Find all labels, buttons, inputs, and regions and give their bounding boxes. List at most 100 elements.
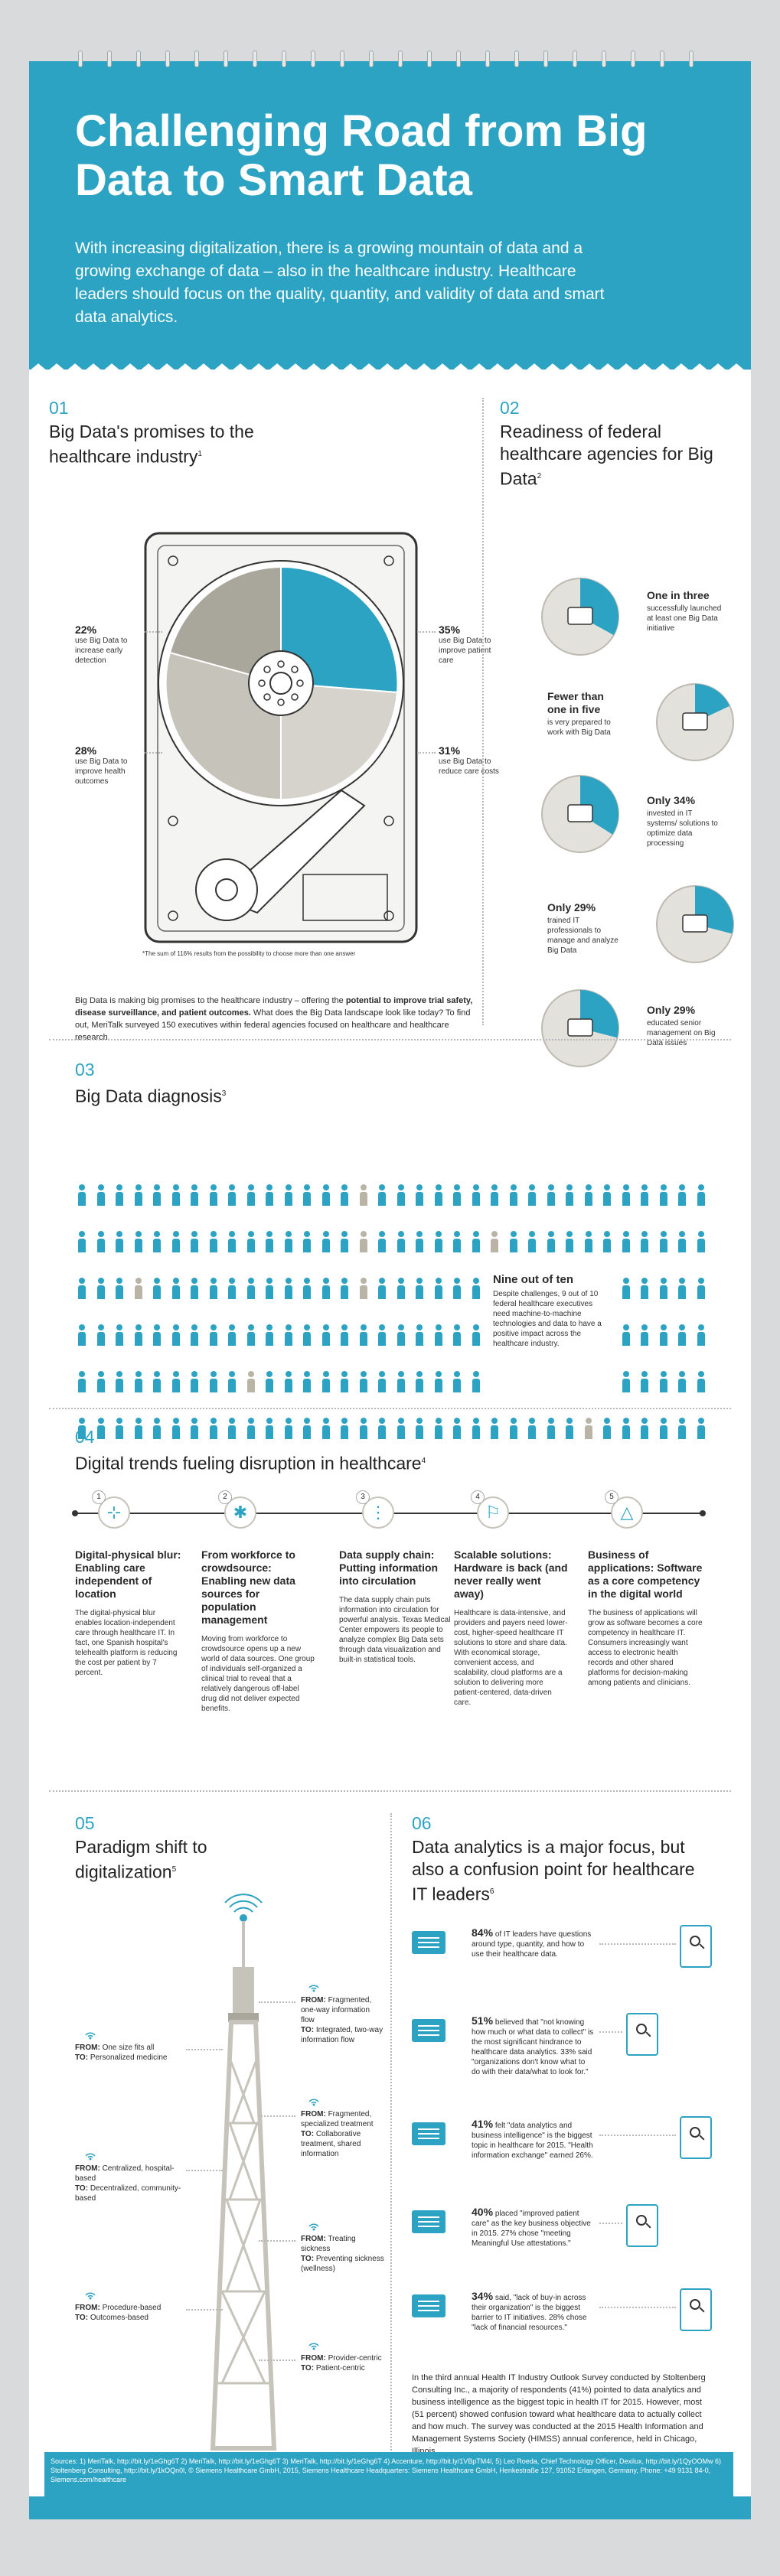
s03-stat-text: Despite challenges, 9 out of 10 federal … xyxy=(493,1290,602,1348)
person-icon xyxy=(191,1184,198,1206)
person-icon xyxy=(378,1371,386,1392)
s06-stat-text: placed "improved patient care" as the ke… xyxy=(472,2210,591,2248)
s06-stat: 41% felt "data analytics and business in… xyxy=(472,2118,594,2161)
page-title: Challenging Road from Big Data to Smart … xyxy=(75,106,648,205)
paradigm-from: Fragmented, specialized treatment xyxy=(301,2110,374,2128)
person-icon xyxy=(153,1278,161,1299)
paradigm-to: Preventing sickness (wellness) xyxy=(301,2255,384,2273)
paradigm-from: Fragmented, one-way information flow xyxy=(301,1996,372,2024)
person-icon xyxy=(78,1371,86,1392)
person-icon xyxy=(341,1184,348,1206)
person-icon xyxy=(603,1184,611,1206)
s02-stat-text: educated senior management on Big Data i… xyxy=(647,1019,716,1047)
slice-35 xyxy=(280,565,399,694)
person-icon xyxy=(622,1324,630,1346)
person-icon xyxy=(171,1371,180,1392)
paradigm-item: FROM: One size fits all TO: Personalized … xyxy=(75,2044,168,2062)
section-04-number: 04 xyxy=(75,1427,95,1447)
binder-ring xyxy=(398,50,403,67)
person-icon xyxy=(659,1231,667,1252)
person-icon xyxy=(134,1231,142,1252)
binder-ring xyxy=(631,50,635,67)
s02-stat-head: Only 29% xyxy=(547,901,596,913)
person-icon xyxy=(659,1184,667,1206)
s02-stat-text: successfully launched at least one Big D… xyxy=(647,604,722,633)
binder-ring xyxy=(689,50,694,67)
person-icon xyxy=(491,1231,498,1252)
person-icon xyxy=(228,1278,236,1299)
binder-ring xyxy=(224,50,228,67)
person-icon xyxy=(209,1324,217,1346)
person-icon xyxy=(416,1418,423,1439)
person-icon xyxy=(153,1324,161,1346)
person-icon xyxy=(78,1278,86,1299)
divider-vertical-2 xyxy=(390,1813,392,2486)
s02-stat: Only 34% invested in IT systems/ solution… xyxy=(647,794,723,848)
person-icon xyxy=(341,1324,348,1346)
tablet-icon xyxy=(680,1925,712,1968)
binder-ring xyxy=(369,50,374,67)
person-icon xyxy=(246,1324,255,1346)
person-icon xyxy=(78,1324,86,1346)
s06-stat: 34% said, "lack of buy-in across their o… xyxy=(472,2291,594,2333)
s06-stat: 51% believed that "not knowing how much … xyxy=(472,2014,594,2077)
binder-ring xyxy=(311,50,315,67)
binder-ring xyxy=(282,50,286,67)
person-icon xyxy=(303,1278,311,1299)
person-icon xyxy=(416,1278,423,1299)
s02-pie-icon xyxy=(656,683,734,761)
person-icon xyxy=(171,1231,180,1252)
person-icon xyxy=(472,1184,480,1206)
signal-icon xyxy=(308,2099,319,2106)
s02-stat-head: Only 29% xyxy=(647,1004,696,1016)
person-icon xyxy=(547,1418,555,1439)
slice-text: use Big Data to reduce care costs xyxy=(439,757,499,776)
person-icon xyxy=(397,1184,405,1206)
paradigm-to: Patient-centric xyxy=(315,2364,365,2372)
person-icon xyxy=(397,1231,405,1252)
person-icon xyxy=(284,1278,292,1299)
s06-stat-pct: 51% xyxy=(472,2014,494,2027)
person-icon xyxy=(78,1184,86,1206)
person-icon xyxy=(453,1184,461,1206)
person-icon xyxy=(153,1418,161,1439)
person-icon xyxy=(659,1418,667,1439)
person-icon xyxy=(453,1418,461,1439)
person-icon xyxy=(528,1418,536,1439)
person-icon xyxy=(341,1278,348,1299)
trend-text: Healthcare is data-intensive, and provid… xyxy=(454,1609,568,1707)
person-icon xyxy=(266,1371,273,1392)
person-icon xyxy=(303,1184,311,1206)
person-icon xyxy=(96,1418,105,1439)
person-icon xyxy=(678,1418,686,1439)
s06-stat-text: of IT leaders have questions around type… xyxy=(472,1930,592,1959)
chat-icon xyxy=(412,2122,445,2145)
person-icon xyxy=(266,1324,273,1346)
divider-3 xyxy=(49,1790,731,1792)
person-icon xyxy=(321,1324,330,1346)
signal-icon xyxy=(85,2292,96,2300)
person-icon xyxy=(153,1231,161,1252)
person-icon xyxy=(78,1418,86,1439)
hard-drive-pie-chart xyxy=(144,532,418,943)
section-06-number: 06 xyxy=(412,1813,432,1833)
tablet-icon xyxy=(680,2116,712,2159)
paradigm-from: Treating sickness xyxy=(301,2235,356,2253)
person-icon xyxy=(191,1231,198,1252)
person-icon xyxy=(453,1231,461,1252)
person-icon xyxy=(246,1418,255,1439)
person-icon xyxy=(228,1371,236,1392)
slice-value: 28% xyxy=(75,744,97,757)
person-icon xyxy=(321,1371,330,1392)
person-icon xyxy=(96,1184,105,1206)
person-icon xyxy=(547,1184,555,1206)
person-icon xyxy=(96,1278,105,1299)
person-icon xyxy=(622,1371,630,1392)
person-icon xyxy=(416,1324,423,1346)
person-icon xyxy=(359,1231,367,1252)
person-icon xyxy=(697,1184,705,1206)
section-01-title: Big Data's promises to the healthcare in… xyxy=(49,422,254,467)
person-icon xyxy=(191,1371,198,1392)
person-icon xyxy=(659,1278,667,1299)
person-icon xyxy=(622,1184,630,1206)
